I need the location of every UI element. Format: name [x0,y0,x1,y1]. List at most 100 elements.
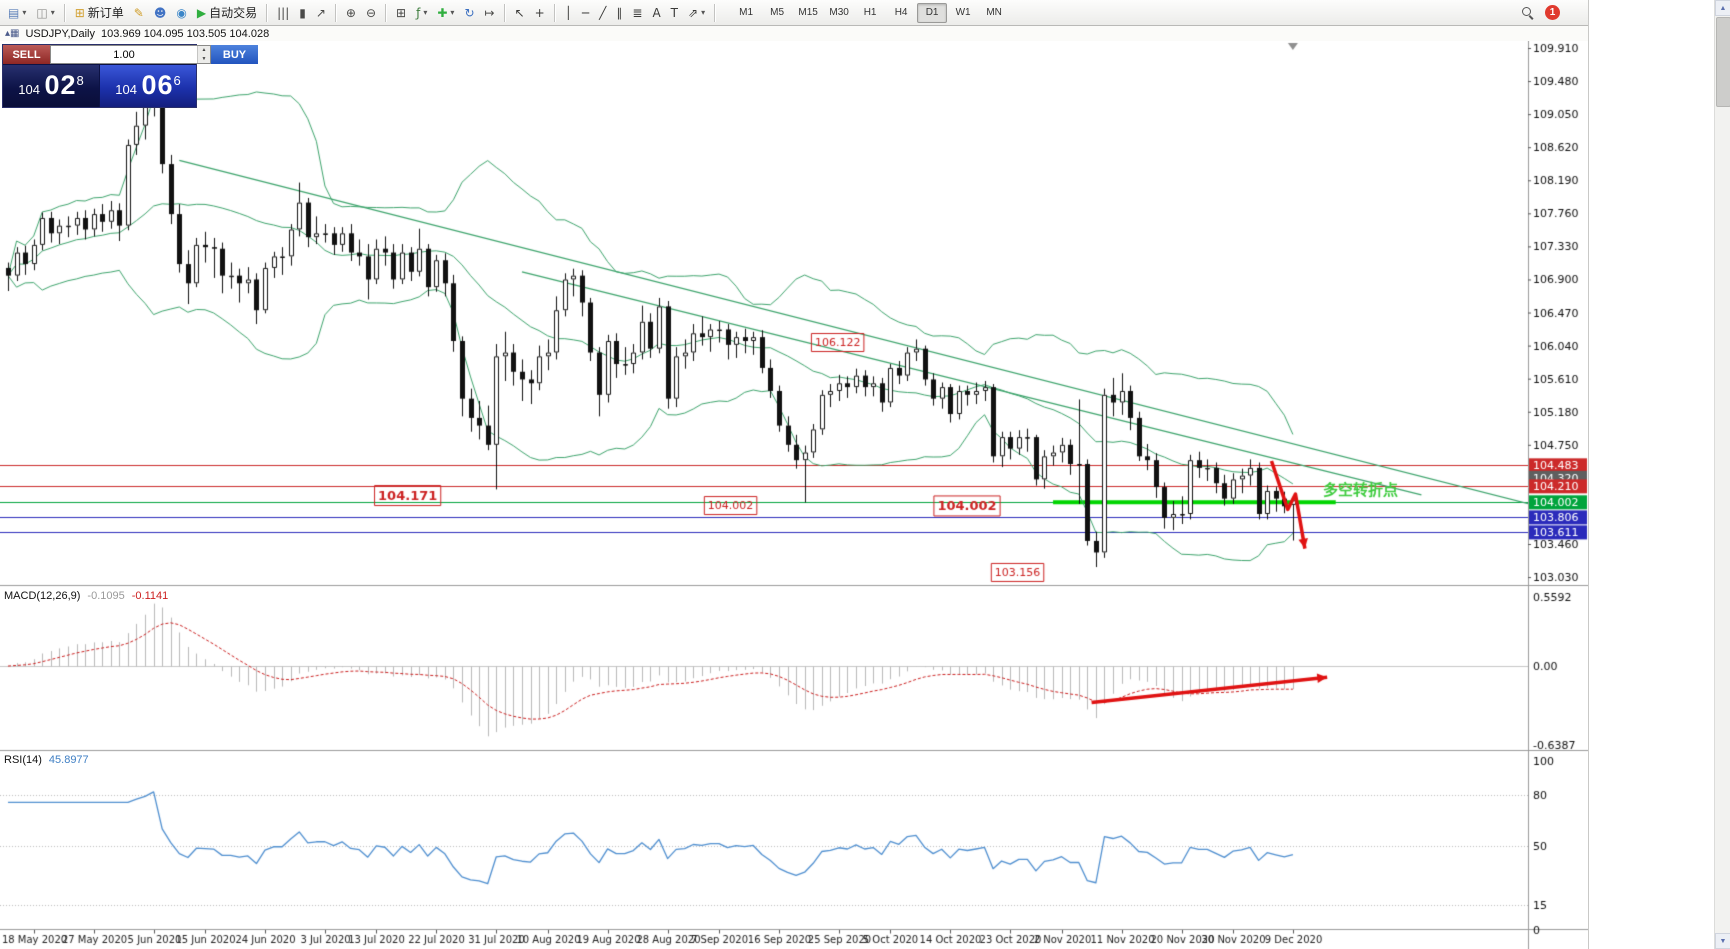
toolbar-separator [266,3,269,22]
label-icon: T [670,5,679,20]
fibonacci-button[interactable]: ≣ [628,2,646,24]
timeframe-w1-button[interactable]: W1 [955,6,971,18]
timeframe-m15-button[interactable]: M15 [798,6,818,18]
horizontal-line-button[interactable]: ─ [578,2,593,24]
new-order-button[interactable]: ⊞ 新订单 [71,2,128,24]
crosshair-button[interactable]: + [531,2,549,24]
volume-input[interactable] [51,46,197,63]
chart-shift-button[interactable]: ↦ [481,2,499,24]
toolbar-separator [503,3,506,22]
timeframe-h1-button[interactable]: H1 [863,6,877,18]
new-order-button-label: 新订单 [87,6,124,20]
channel-icon: ∥ [616,5,623,20]
line-chart-button[interactable]: ↗ [312,2,330,24]
buy-button[interactable]: BUY [211,45,258,64]
vertical-scrollbar[interactable]: ▲ ▼ [1714,0,1730,949]
tile-windows-button[interactable]: ⊞ [392,2,410,24]
volume-box: ▲ ▼ [50,45,211,64]
toolbar: ▤ ▾ ◫ ▾ ⊞ 新订单 ✎ ☻ ◉ ▶ 自动交易 ||| ▮ ↗ ⊕ ⊖ ⊞ ƒ ▾ ✚ ▾ ↻ ↦ ↖ + │ ─ ╱ ∥ ≣ A T ⇗… [0,0,1588,26]
buy-price-prefix: 104 [115,82,137,97]
sell-price-prefix: 104 [18,82,40,97]
profiles-button[interactable]: ◫ ▾ [32,2,58,24]
buy-price-pip: 6 [173,73,181,88]
chart-canvas[interactable] [0,0,1588,949]
text-button[interactable]: A [648,2,664,24]
toolbar-separator [553,3,556,22]
market-icon: ☻ [153,5,167,20]
rsi-pane-label: RSI(14) 45.8977 [4,754,89,766]
empty-area [1589,0,1714,949]
autotrading-icon: ▶ [196,5,207,20]
chart-ohlc-values: 103.969 104.095 103.505 104.028 [100,27,270,40]
sell-button[interactable]: SELL [3,45,50,64]
toolbar-separator [334,3,337,22]
sell-price-big: 02 [44,70,77,100]
timeframe-m5-button[interactable]: M5 [770,6,785,18]
line-chart-icon: ↗ [315,5,326,20]
volume-down-icon[interactable]: ▼ [198,54,210,63]
trendline-icon: ╱ [599,5,607,20]
new-chart-button[interactable]: ▤ ▾ [4,2,30,24]
toolbar-separator [63,3,66,22]
auto-scroll-button[interactable]: ↻ [460,2,478,24]
candlestick-button[interactable]: ▮ [295,2,310,24]
sell-price-button[interactable]: 104 028 [3,65,99,107]
tile-windows-icon: ⊞ [396,5,407,20]
profiles-icon: ◫ [36,5,48,20]
zoom-out-icon: ⊖ [365,5,377,20]
rsi-value: 45.8977 [48,754,89,766]
text-icon: A [652,5,661,20]
timeframe-mn-button[interactable]: MN [986,6,1002,18]
notification-badge[interactable]: 1 [1545,5,1560,20]
bar-chart-button[interactable]: ||| [273,2,293,24]
zoom-out-button[interactable]: ⊖ [362,2,380,24]
trendline-button[interactable]: ╱ [595,2,610,24]
auto-scroll-icon: ↻ [464,5,475,20]
dropdown-caret-icon: ▾ [50,8,55,17]
macd-signal-value: -0.1141 [131,590,169,602]
metaeditor-button[interactable]: ✎ [130,2,148,24]
timeframe-d1-button[interactable]: D1 [917,2,948,23]
indicators-button[interactable]: ƒ ▾ [412,2,431,24]
macd-name: MACD(12,26,9) [4,590,81,602]
scroll-down-button[interactable]: ▼ [1715,933,1730,949]
dropdown-caret-icon: ▾ [701,8,706,17]
horizontal-line-icon: ─ [581,5,590,20]
label-button[interactable]: T [667,2,682,24]
vertical-line-button[interactable]: │ [561,2,576,24]
new-chart-icon: ▤ [8,5,20,20]
sell-price-pip: 8 [76,73,84,88]
timeframe-m30-button[interactable]: M30 [829,6,849,18]
macd-pane-label: MACD(12,26,9) -0.1095 -0.1141 [4,590,168,602]
rsi-name: RSI(14) [4,754,42,766]
add-indicator-button[interactable]: ✚ ▾ [433,2,458,24]
buy-price-button[interactable]: 104 066 [100,65,196,107]
candlestick-icon: ▮ [299,5,306,20]
scrollbar-thumb[interactable] [1716,17,1730,107]
cursor-button[interactable]: ↖ [511,2,529,24]
market-button[interactable]: ☻ [150,2,171,24]
volume-spinner: ▲ ▼ [197,46,210,63]
autotrading-button[interactable]: ▶ 自动交易 [193,2,261,24]
arrows-button[interactable]: ⇗ ▾ [684,2,709,24]
search-icon[interactable] [1519,4,1537,22]
channel-button[interactable]: ∥ [612,2,626,24]
new-order-icon: ⊞ [74,5,85,20]
toolbar-right-icons: 1 [1519,4,1560,22]
autotrading-button-label: 自动交易 [209,6,258,20]
fibonacci-icon: ≣ [632,5,643,20]
toolbar-separator [714,3,717,22]
community-button[interactable]: ◉ [172,2,190,24]
chart-symbol-title: USDJPY,Daily [25,27,95,40]
dropdown-caret-icon: ▾ [22,8,27,17]
metaeditor-icon: ✎ [133,5,144,20]
timeframe-m1-button[interactable]: M1 [739,6,754,18]
timeframe-h4-button[interactable]: H4 [894,6,908,18]
volume-up-icon[interactable]: ▲ [198,46,210,55]
dropdown-caret-icon: ▾ [450,8,455,17]
vertical-line-icon: │ [564,5,572,20]
scroll-up-button[interactable]: ▲ [1715,0,1730,16]
timeframe-group: M1 M5 M15 M30 H1 H4 D1 W1 MN [731,2,1009,23]
zoom-in-button[interactable]: ⊕ [342,2,360,24]
